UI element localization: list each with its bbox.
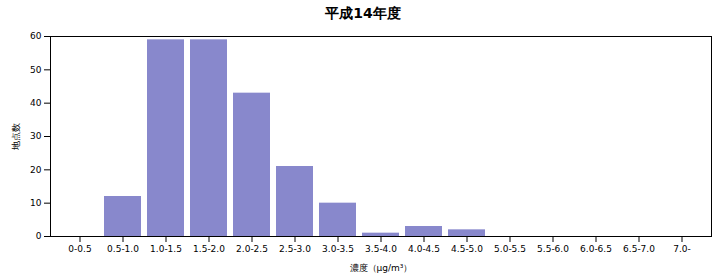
svg-text:5.5-6.0: 5.5-6.0: [537, 244, 569, 254]
svg-text:1.5-2.0: 1.5-2.0: [193, 244, 225, 254]
svg-text:地点数: 地点数: [11, 123, 21, 151]
svg-text:3.0-3.5: 3.0-3.5: [322, 244, 354, 254]
svg-text:0.5-1.0: 0.5-1.0: [107, 244, 139, 254]
svg-text:20: 20: [30, 165, 42, 175]
svg-text:3.5-4.0: 3.5-4.0: [365, 244, 397, 254]
svg-text:0-0.5: 0-0.5: [68, 244, 91, 254]
svg-text:0: 0: [36, 231, 42, 241]
html-text:平成14年度: 平成14年度: [325, 5, 401, 21]
svg-text:5.0-5.5: 5.0-5.5: [494, 244, 526, 254]
svg-text:10: 10: [30, 198, 42, 208]
svg-text:30: 30: [30, 131, 42, 141]
svg-text:60: 60: [30, 31, 42, 41]
svg-text:4.5-5.0: 4.5-5.0: [451, 244, 483, 254]
svg-text:1.0-1.5: 1.0-1.5: [150, 244, 182, 254]
svg-text:4.0-4.5: 4.0-4.5: [408, 244, 440, 254]
svg-text:2.0-2.5: 2.0-2.5: [236, 244, 268, 254]
svg-text:濃度（μg/m³）: 濃度（μg/m³）: [350, 263, 413, 273]
svg-text:2.5-3.0: 2.5-3.0: [279, 244, 311, 254]
svg-text:50: 50: [30, 65, 42, 75]
svg-text:40: 40: [30, 98, 42, 108]
svg-text:6.5-7.0: 6.5-7.0: [623, 244, 655, 254]
svg-text:6.0-6.5: 6.0-6.5: [580, 244, 612, 254]
svg-text:7.0-: 7.0-: [673, 244, 691, 254]
